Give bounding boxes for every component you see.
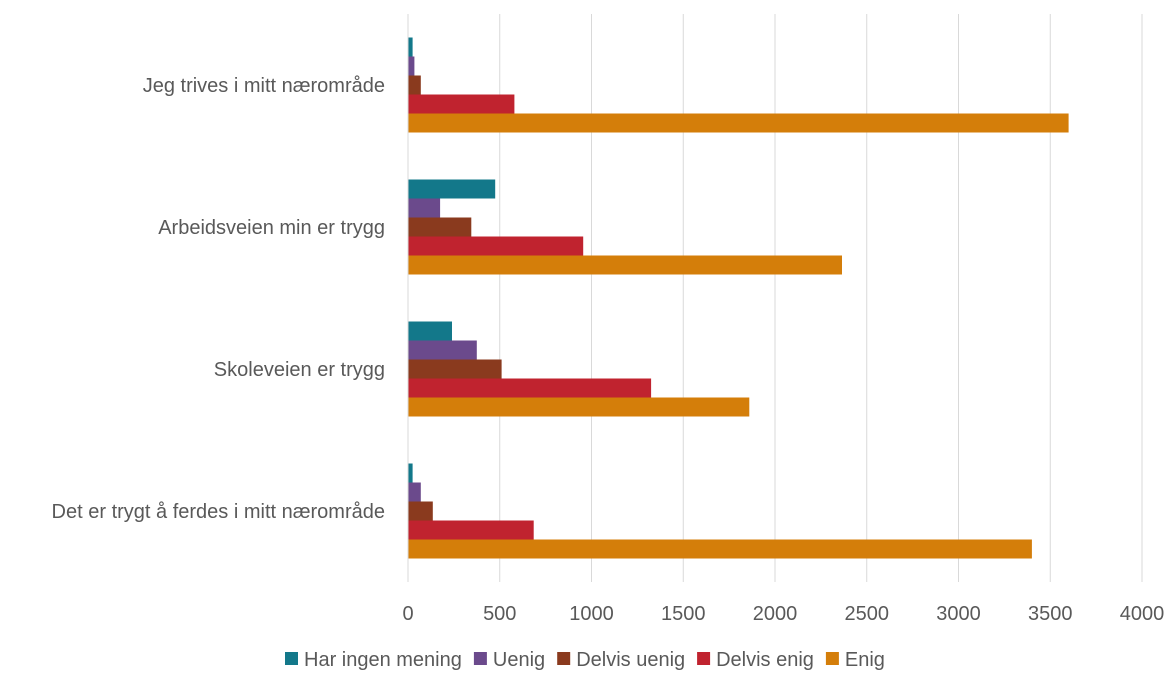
x-tick-label: 3000 xyxy=(936,603,981,625)
legend-swatch xyxy=(825,652,839,665)
category-label: Jeg trives i mitt nærområde xyxy=(143,75,385,97)
x-tick-label: 0 xyxy=(402,603,413,625)
legend-item: Delvis enig xyxy=(697,649,814,671)
bar xyxy=(408,75,421,95)
x-tick-label: 4000 xyxy=(1120,603,1165,625)
legend-label: Har ingen mening xyxy=(304,649,462,671)
legend-swatch xyxy=(557,652,571,665)
bar xyxy=(408,397,750,417)
bar xyxy=(408,236,584,256)
bar xyxy=(408,340,477,360)
x-tick-labels: 0 500 1000 1500 2000 2500 3000 3500 4000 xyxy=(402,603,1164,625)
legend-swatch xyxy=(697,652,711,665)
bar xyxy=(408,37,413,57)
legend-label: Delvis enig xyxy=(716,649,814,671)
bar xyxy=(408,321,452,341)
bar xyxy=(408,179,496,199)
bars xyxy=(408,37,1069,559)
bar xyxy=(408,113,1069,133)
bar xyxy=(408,56,415,76)
x-tick-label: 500 xyxy=(483,603,516,625)
gridlines xyxy=(499,14,1143,582)
legend-label: Uenig xyxy=(493,649,545,671)
legend-swatch xyxy=(473,652,487,665)
legend-swatch xyxy=(285,652,298,665)
bar xyxy=(408,378,652,398)
legend-item: Uenig xyxy=(473,649,545,671)
bar xyxy=(408,198,441,218)
x-tick-label: 3500 xyxy=(1028,603,1073,625)
bar xyxy=(408,482,421,502)
bar xyxy=(408,359,502,379)
legend-label: Enig xyxy=(845,649,885,671)
legend: Har ingen mening Uenig Delvis uenig Delvis … xyxy=(285,649,885,671)
x-tick-label: 1000 xyxy=(569,603,614,625)
legend-item: Delvis uenig xyxy=(557,649,685,671)
bar xyxy=(408,217,472,237)
legend-item: Enig xyxy=(825,649,885,671)
bar xyxy=(408,520,534,540)
x-tick-label: 2500 xyxy=(845,603,890,625)
category-label: Arbeidsveien min er trygg xyxy=(158,217,385,239)
category-label: Det er trygt å ferdes i mitt nærområde xyxy=(52,501,385,523)
x-tick-label: 2000 xyxy=(753,603,798,625)
bar xyxy=(408,255,842,275)
legend-item: Har ingen mening xyxy=(285,649,462,671)
x-tick-label: 1500 xyxy=(661,603,706,625)
bar xyxy=(408,94,515,114)
category-labels: Det er trygt å ferdes i mitt nærområde Sk… xyxy=(52,75,385,523)
bar xyxy=(408,463,413,483)
category-label: Skoleveien er trygg xyxy=(214,359,385,381)
bar xyxy=(408,539,1032,559)
bar xyxy=(408,501,433,521)
legend-label: Delvis uenig xyxy=(576,649,685,671)
